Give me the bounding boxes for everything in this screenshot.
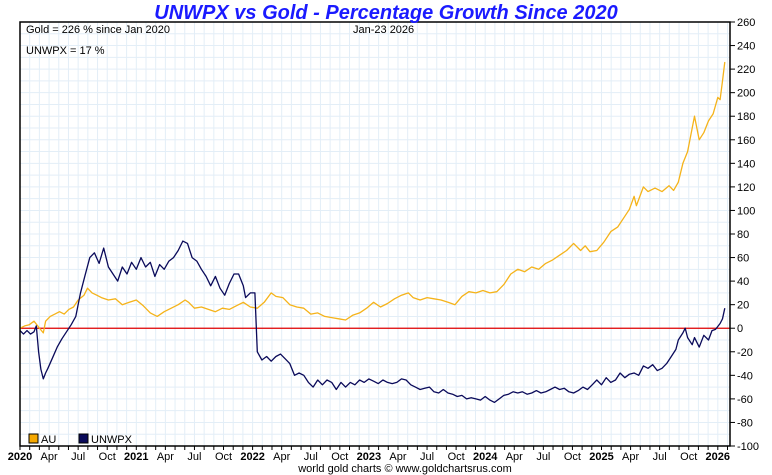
x-tick-label-month: Apr — [622, 451, 639, 463]
x-tick-label-month: Apr — [506, 451, 523, 463]
x-tick-label-month: Jul — [71, 451, 85, 463]
x-tick-label-year: 2025 — [589, 451, 613, 463]
x-tick-label-month: Apr — [273, 451, 290, 463]
x-axis: 2020 Apr Jul Oct 2021 Apr Jul Oct 2022 Apr Jul Oct 2… — [8, 446, 730, 463]
x-tick-label-month: Apr — [389, 451, 406, 463]
x-tick-label-month: Oct — [448, 451, 465, 463]
chart-title: UNWPX vs Gold - Percentage Growth Since … — [154, 2, 617, 24]
y-tick-label: 140 — [737, 158, 755, 170]
x-tick-label-month: Oct — [215, 451, 232, 463]
x-tick-label-month: Jul — [653, 451, 667, 463]
y-tick-label: 60 — [737, 253, 749, 265]
x-tick-label-year: 2021 — [124, 451, 148, 463]
legend-swatch-au — [28, 433, 39, 444]
series-line-au — [19, 61, 726, 334]
x-tick-label-month: Jul — [187, 451, 201, 463]
y-tick-label: 240 — [737, 41, 755, 53]
y-tick-label: 40 — [737, 276, 749, 288]
x-tick-label-month: Apr — [157, 451, 174, 463]
y-tick-label: -40 — [737, 370, 753, 382]
x-tick-label-month: Oct — [564, 451, 581, 463]
credit-text: world gold charts © www.goldchartsrus.co… — [297, 463, 512, 475]
y-tick-label: 20 — [737, 300, 749, 312]
legend: AU UNWPX — [28, 433, 133, 446]
x-tick-label-month: Jul — [304, 451, 318, 463]
x-tick-label-year: 2020 — [8, 451, 32, 463]
y-tick-label: 180 — [737, 111, 755, 123]
y-tick-label: 80 — [737, 229, 749, 241]
legend-swatch-unwpx — [78, 433, 89, 444]
y-tick-label: 200 — [737, 88, 755, 100]
y-tick-label: -60 — [737, 394, 753, 406]
y-tick-label: 220 — [737, 64, 755, 76]
legend-label-au: AU — [41, 434, 56, 446]
legend-label-unwpx: UNWPX — [91, 434, 133, 446]
x-tick-label-year: 2023 — [357, 451, 381, 463]
x-tick-label-month: Oct — [331, 451, 348, 463]
x-tick-label-month: Apr — [41, 451, 58, 463]
y-tick-label: -80 — [737, 417, 753, 429]
y-axis: 260240220200180160140120100806040200-20-… — [730, 17, 759, 453]
x-tick-label-month: Jul — [536, 451, 550, 463]
y-tick-label: 160 — [737, 135, 755, 147]
x-tick-label-year: 2022 — [240, 451, 264, 463]
unwpx-summary: UNWPX = 17 % — [26, 45, 105, 57]
date-label: Jan-23 2026 — [353, 24, 414, 36]
y-tick-label: 260 — [737, 17, 755, 29]
x-tick-label-month: Jul — [420, 451, 434, 463]
x-tick-label-month: Oct — [99, 451, 116, 463]
y-tick-label: 120 — [737, 182, 755, 194]
series-layer — [19, 61, 726, 404]
y-tick-label: -100 — [737, 441, 759, 453]
y-tick-label: 100 — [737, 205, 755, 217]
x-tick-label-month: Oct — [680, 451, 697, 463]
grid — [19, 21, 730, 447]
gold-summary: Gold = 226 % since Jan 2020 — [26, 24, 170, 36]
y-tick-label: -20 — [737, 347, 753, 359]
y-tick-label: 0 — [737, 323, 743, 335]
x-tick-label-year: 2026 — [706, 451, 730, 463]
series-line-unwpx — [19, 240, 726, 404]
x-tick-label-year: 2024 — [473, 451, 498, 463]
